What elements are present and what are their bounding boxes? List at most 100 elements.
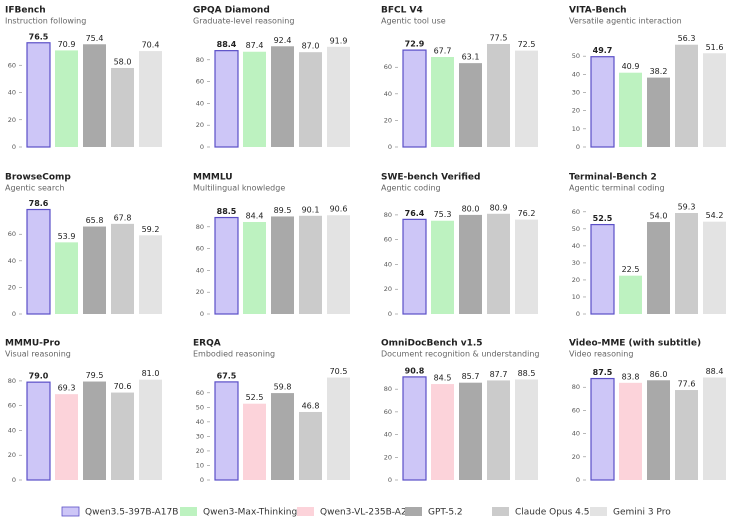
legend-label: Qwen3-Max-Thinking [203,508,297,518]
chart-title: BFCL V4 [381,6,423,16]
y-tick-label: 60 [8,61,16,69]
y-tick-label: 80 [572,383,580,391]
value-label: 77.5 [490,33,508,42]
y-tick-label: 60 [8,402,16,410]
y-tick-label: 20 [572,107,580,115]
bar [214,50,239,148]
bar [703,221,726,314]
chart-subtitle: Instruction following [5,17,86,26]
bar [26,381,51,481]
bar [111,392,134,480]
bar [487,43,510,148]
value-label: 69.3 [58,384,76,393]
bar [243,403,266,480]
value-label: 67.7 [434,47,452,56]
bar [703,377,726,480]
value-label: 72.5 [518,40,536,49]
y-tick-label: 50 [572,225,580,233]
bar [111,67,134,147]
chart-subtitle: Agentic terminal coding [569,184,665,193]
value-label: 53.9 [58,232,76,241]
value-label: 52.5 [246,393,264,402]
bar [675,390,698,480]
y-tick-label: 40 [572,430,580,438]
value-label: 88.5 [217,207,237,216]
bar [647,380,670,480]
y-tick-label: 60 [384,408,392,416]
bar [271,46,294,148]
y-tick-label: 20 [196,447,204,455]
bar [402,49,427,148]
value-label: 84.5 [434,374,452,383]
value-label: 79.5 [86,371,104,380]
y-tick-label: 80 [384,385,392,393]
bar [459,63,482,147]
chart-title: Terminal-Bench 2 [569,173,657,183]
chart-subtitle: Agentic tool use [381,17,446,26]
legend-label: Gemini 3 Pro [613,508,671,518]
value-label: 67.8 [114,213,132,222]
value-label: 92.4 [274,36,292,45]
legend-label: GPT-5.2 [428,508,463,518]
bar [590,377,615,481]
value-label: 87.5 [593,368,613,377]
chart-subtitle: Document recognition & understanding [381,350,540,359]
chart-subtitle: Video reasoning [569,350,633,359]
y-tick-label: 20 [572,276,580,284]
y-tick-label: 10 [196,461,204,469]
value-label: 86.0 [650,370,668,379]
legend-swatch [492,507,509,516]
bar [55,242,78,314]
value-label: 87.0 [302,42,320,51]
bar [83,44,106,147]
legend-label: Claude Opus 4.5 [515,508,589,518]
legend-label: Qwen3-VL-235B-A22B [320,508,419,518]
chart-subtitle: Visual reasoning [5,350,71,359]
value-label: 46.8 [302,401,320,410]
y-tick-label: 40 [572,242,580,250]
y-tick-label: 50 [572,52,580,60]
y-tick-label: 40 [8,89,16,97]
bar [26,208,51,315]
value-label: 81.0 [142,369,160,378]
value-label: 83.8 [622,372,640,381]
bar [402,218,427,315]
y-tick-label: 40 [384,90,392,98]
bar [55,394,78,480]
value-label: 85.7 [462,372,480,381]
y-tick-label: 0 [200,143,204,151]
y-tick-label: 20 [384,285,392,293]
bar [590,223,615,315]
y-tick-label: 0 [576,143,580,151]
value-label: 54.2 [706,211,724,220]
y-tick-label: 0 [576,476,580,484]
bar [327,377,350,480]
value-label: 90.8 [405,366,425,375]
value-label: 52.5 [593,214,613,223]
legend-swatch [61,506,80,517]
y-tick-label: 10 [572,125,580,133]
value-label: 38.2 [650,67,668,76]
y-tick-label: 0 [388,310,392,318]
value-label: 80.0 [462,204,480,213]
bar [139,51,162,147]
bar [26,42,51,148]
chart-title: BrowseComp [5,173,71,183]
bar [139,379,162,480]
bar [590,56,615,148]
value-label: 87.7 [490,370,508,379]
chart-title: MMMLU [193,173,233,183]
bar [271,216,294,314]
y-tick-label: 20 [196,288,204,296]
value-label: 78.6 [29,199,49,208]
y-tick-label: 80 [384,211,392,219]
y-tick-label: 30 [196,432,204,440]
value-label: 67.5 [217,371,237,380]
bar [214,216,239,315]
value-label: 58.0 [114,57,132,66]
y-tick-label: 0 [576,310,580,318]
y-tick-label: 60 [384,236,392,244]
bar [299,411,322,480]
legend-swatch [590,507,607,516]
value-label: 70.6 [114,382,132,391]
